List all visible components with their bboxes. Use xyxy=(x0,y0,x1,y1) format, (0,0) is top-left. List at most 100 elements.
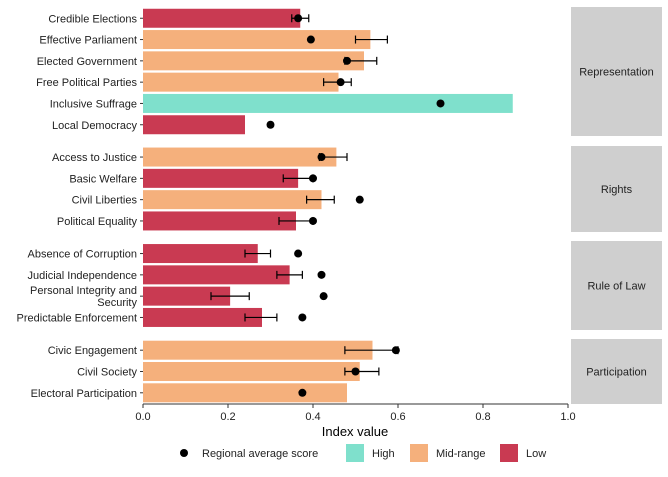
y-tick-label: Access to Justice xyxy=(52,152,137,164)
regional-average-point xyxy=(317,153,326,162)
y-tick-label: Political Equality xyxy=(57,216,138,228)
panels-layer: Representation Credible Elections Effectiv… xyxy=(17,7,662,404)
regional-average-point xyxy=(317,270,326,279)
y-tick-label: Judicial Independence xyxy=(28,270,137,282)
facet-strip xyxy=(571,146,662,232)
y-tick-label: Credible Elections xyxy=(48,13,137,25)
bar xyxy=(143,307,262,327)
bar xyxy=(143,115,245,135)
y-tick-label-line: Personal Integrity and xyxy=(30,285,137,297)
regional-average-point xyxy=(351,367,360,376)
legend-item-label: Mid-range xyxy=(436,448,486,460)
bar-row: Judicial Independence xyxy=(28,265,326,285)
y-tick-label: Local Democracy xyxy=(52,120,137,132)
bar-row: Predictable Enforcement xyxy=(17,307,307,327)
bar-row: Absence of Corruption xyxy=(28,244,303,264)
bar-row: Effective Parliament xyxy=(39,30,388,50)
regional-average-point xyxy=(294,249,303,258)
bar xyxy=(143,362,360,381)
bar xyxy=(143,190,322,210)
x-tick-label: 0.2 xyxy=(220,411,235,423)
regional-average-point xyxy=(436,99,445,108)
x-tick-label: 0.0 xyxy=(135,411,150,423)
facet-strip xyxy=(571,7,662,136)
facet-panel: Rule of Law Absence of Corruption Judicial… xyxy=(17,241,662,330)
regional-average-point xyxy=(298,313,307,322)
legend-point-key xyxy=(180,449,188,457)
bar-row: Electoral Participation xyxy=(31,383,347,403)
bar xyxy=(143,72,339,92)
y-tick-label: Civil Society xyxy=(77,367,137,379)
x-axis: 0.0 0.2 0.4 0.6 0.8 1.0 xyxy=(135,403,576,423)
bar xyxy=(143,383,347,403)
bar-row: Civil Liberties xyxy=(72,190,364,210)
y-tick-label: Basic Welfare xyxy=(69,173,137,185)
x-tick-label: 0.4 xyxy=(305,411,320,423)
y-tick-label: Predictable Enforcement xyxy=(17,312,137,324)
x-tick-label: 0.8 xyxy=(475,411,490,423)
bar-row: Civic Engagement xyxy=(48,340,400,360)
x-axis-title: Index value xyxy=(322,424,389,439)
y-tick-label: Civil Liberties xyxy=(72,195,138,207)
regional-average-point xyxy=(309,216,317,225)
bar xyxy=(143,30,371,50)
regional-average-point xyxy=(343,56,351,65)
panel-background xyxy=(143,7,568,136)
facet-panel: Representation Credible Elections Effectiv… xyxy=(36,7,662,136)
y-tick-label: Effective Parliament xyxy=(39,35,137,47)
facet-label: Rights xyxy=(601,184,633,196)
legend-point-label: Regional average score xyxy=(202,448,318,460)
bar-row: Civil Society xyxy=(77,362,380,381)
bar xyxy=(143,340,373,360)
bar-row: Personal Integrity and Security xyxy=(30,285,328,309)
bar-row: Elected Government xyxy=(37,51,378,71)
bar xyxy=(143,168,299,188)
bar-row: Inclusive Suffrage xyxy=(50,93,513,113)
x-tick-label: 1.0 xyxy=(560,411,575,423)
facet-label: Participation xyxy=(586,367,647,379)
regional-average-point xyxy=(306,35,315,44)
legend-item-label: High xyxy=(372,448,395,460)
bar-row: Political Equality xyxy=(57,211,317,231)
bar-row: Free Political Parties xyxy=(36,72,352,92)
y-tick-label: Inclusive Suffrage xyxy=(50,98,137,110)
regional-average-point xyxy=(298,388,307,397)
bar xyxy=(143,211,296,231)
bar xyxy=(143,51,364,71)
facet-strip xyxy=(571,241,662,330)
facet-label: Rule of Law xyxy=(587,281,645,293)
regional-average-point xyxy=(355,195,364,204)
bar xyxy=(143,8,301,28)
regional-average-point xyxy=(391,346,400,355)
legend-swatch xyxy=(410,444,428,462)
bar xyxy=(143,147,337,167)
y-tick-label-line: Security xyxy=(97,297,137,309)
bar xyxy=(143,286,231,306)
y-tick-label: Elected Government xyxy=(37,56,137,68)
y-tick-label: Free Political Parties xyxy=(36,77,137,89)
regional-average-point xyxy=(309,174,317,183)
bar-row: Access to Justice xyxy=(52,147,348,167)
facet-label: Representation xyxy=(579,67,654,79)
regional-average-point xyxy=(266,120,275,129)
y-tick-label: Civic Engagement xyxy=(48,345,137,357)
facet-panel: Participation Civic Engagement Civil Socie… xyxy=(31,339,662,404)
legend-item-label: Low xyxy=(526,448,546,460)
x-tick-label: 0.6 xyxy=(390,411,405,423)
facet-panel: Rights Access to Justice Basic Welfare Civi… xyxy=(52,146,662,232)
regional-average-point xyxy=(294,14,303,23)
bar-row: Credible Elections xyxy=(48,8,310,28)
bar-row: Local Democracy xyxy=(52,115,275,135)
legend-swatch xyxy=(500,444,518,462)
facet-strip xyxy=(571,339,662,404)
y-tick-label: Electoral Participation xyxy=(31,388,137,400)
y-tick-label: Personal Integrity and Security xyxy=(30,285,138,309)
bar xyxy=(143,265,290,285)
legend: Regional average score High Mid-range Low xyxy=(180,444,546,462)
bar-row: Basic Welfare xyxy=(69,168,317,188)
regional-average-point xyxy=(319,292,328,301)
bar xyxy=(143,244,258,264)
legend-swatch xyxy=(346,444,364,462)
